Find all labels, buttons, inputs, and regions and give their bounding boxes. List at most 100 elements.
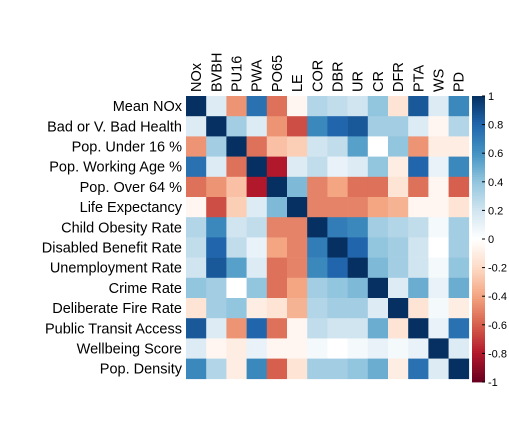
heatmap-cell-9-8 — [347, 277, 369, 299]
colorbar-segment — [472, 146, 485, 149]
heatmap-cell-2-10 — [388, 136, 409, 157]
heatmap-cell-11-8 — [347, 318, 369, 339]
colorbar-segment — [472, 124, 485, 128]
colorbar-tick-label: -1 — [488, 377, 498, 389]
colorbar-segment — [472, 317, 485, 321]
colorbar-segment — [472, 303, 485, 307]
column-labels: NOx BVBH PU16 PWA PO65 LE COR DBR UR CR DFR PTA WS PD — [189, 53, 468, 92]
column-label: LE — [290, 74, 306, 92]
colorbar-segment — [472, 184, 485, 187]
heatmap-cell-10-6 — [307, 298, 328, 319]
heatmap-cell-9-9 — [367, 277, 389, 299]
heatmap-cell-6-10 — [388, 217, 409, 238]
colorbar-segment — [472, 312, 485, 316]
row-label: Deliberate Fire Rate — [52, 301, 182, 317]
colorbar-segment — [472, 100, 485, 104]
heatmap-cell-0-3 — [246, 96, 268, 117]
heatmap-cell-6-13 — [448, 217, 470, 238]
heatmap-cell-3-1 — [206, 156, 227, 178]
heatmap-cell-5-2 — [226, 197, 247, 218]
heatmap-cell-11-3 — [246, 318, 268, 339]
colorbar-segment — [472, 174, 485, 178]
heatmap-cell-1-9 — [367, 116, 389, 137]
colorbar-segment — [472, 300, 485, 304]
heatmap-cell-7-4 — [266, 237, 288, 258]
colorbar-segment — [472, 277, 485, 280]
heatmap-cell-10-3 — [246, 298, 268, 319]
row-label: Bad or V. Bad Health — [47, 119, 182, 135]
heatmap-cell-0-12 — [428, 96, 449, 117]
colorbar-segment — [472, 234, 485, 238]
heatmap-cell-10-8 — [347, 298, 369, 319]
colorbar-segment — [472, 198, 485, 202]
heatmap-cell-11-6 — [307, 318, 328, 339]
colorbar-segment — [472, 310, 485, 314]
heatmap-cell-5-3 — [246, 197, 268, 218]
heatmap-cell-6-2 — [226, 217, 247, 238]
column-label: DBR — [331, 61, 347, 92]
heatmap-cell-7-6 — [307, 237, 328, 258]
colorbar-segment — [472, 267, 485, 271]
colorbar-tick-label: 0.8 — [488, 120, 503, 132]
heatmap-cell-13-12 — [428, 358, 449, 380]
heatmap-cell-0-2 — [226, 96, 247, 117]
colorbar-segment — [472, 379, 485, 383]
colorbar-segment — [472, 219, 485, 223]
heatmap-cell-0-1 — [206, 96, 227, 117]
colorbar-segment — [472, 305, 485, 309]
colorbar-segment — [472, 188, 485, 192]
heatmap-cell-10-5 — [287, 298, 308, 319]
colorbar-segment — [472, 224, 485, 228]
colorbar-segment — [472, 115, 485, 118]
heatmap-cell-5-6 — [307, 197, 328, 218]
heatmap-cell-6-0 — [186, 217, 207, 238]
heatmap-cell-12-10 — [388, 338, 409, 359]
heatmap-cell-3-4 — [266, 156, 288, 178]
heatmap-cell-6-1 — [206, 217, 227, 238]
column-label: CR — [371, 71, 387, 92]
heatmap-cell-2-11 — [408, 136, 429, 157]
heatmap-cell-4-2 — [226, 176, 247, 198]
colorbar: 1 0.8 0.6 0.4 0.2 0 -0.2 -0.4 -0.6 -0.8 -1 — [472, 91, 507, 389]
heatmap-cell-10-2 — [226, 298, 247, 319]
heatmap-cell-8-8 — [347, 257, 369, 279]
row-label: Pop. Under 16 % — [72, 140, 183, 156]
colorbar-segment — [472, 246, 485, 249]
colorbar-segment — [472, 136, 485, 140]
heatmap-cell-7-3 — [246, 237, 268, 258]
colorbar-segment — [472, 126, 485, 130]
colorbar-segment — [472, 98, 485, 102]
colorbar-segment — [472, 377, 485, 381]
colorbar-tick-label: -0.2 — [488, 263, 507, 275]
heatmap-cell-5-11 — [408, 197, 429, 218]
heatmap-cell-1-11 — [408, 116, 429, 137]
heatmap-cell-2-8 — [347, 136, 369, 157]
heatmap-cell-11-13 — [448, 318, 470, 339]
heatmap-cell-1-6 — [307, 116, 328, 137]
heatmap-cell-3-6 — [307, 156, 328, 178]
colorbar-segment — [472, 336, 485, 340]
colorbar-segment — [472, 103, 485, 106]
heatmap-cell-6-6 — [307, 217, 328, 238]
heatmap-cell-11-5 — [287, 318, 308, 339]
heatmap-cell-12-13 — [448, 338, 470, 359]
heatmap-cell-2-9 — [367, 136, 389, 157]
heatmap-cell-12-8 — [347, 338, 369, 359]
colorbar-segment — [472, 243, 485, 247]
heatmap-cell-10-13 — [448, 298, 470, 319]
heatmap-cell-7-13 — [448, 237, 470, 258]
heatmap-cell-1-7 — [327, 116, 348, 137]
colorbar-tick-label: 1 — [488, 91, 494, 103]
colorbar-segment — [472, 222, 485, 226]
heatmap-cell-5-13 — [448, 197, 470, 218]
row-label: Pop. Working Age % — [49, 160, 182, 176]
heatmap-cell-5-7 — [327, 197, 348, 218]
colorbar-segment — [472, 134, 485, 137]
colorbar-segment — [472, 239, 485, 242]
colorbar-segment — [472, 331, 485, 335]
heatmap-cell-0-8 — [347, 96, 369, 117]
colorbar-segment — [472, 248, 485, 252]
heatmap-cell-11-11 — [408, 318, 429, 339]
heatmap-cell-4-6 — [307, 176, 328, 198]
column-label: PU16 — [230, 56, 246, 92]
